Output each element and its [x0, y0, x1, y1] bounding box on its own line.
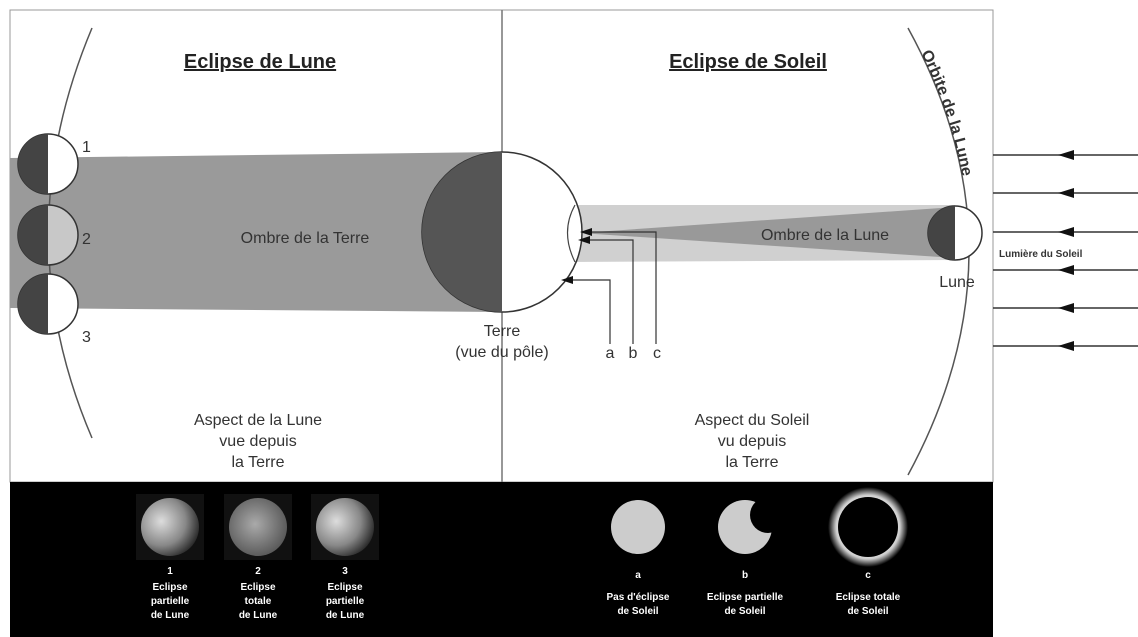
aspect-label: la Terre	[725, 454, 778, 471]
solar-phase-image	[611, 500, 665, 554]
phase-caption: a	[635, 570, 641, 581]
phase-caption: de Lune	[326, 610, 365, 621]
moon-position: 1	[82, 139, 91, 156]
aspect-label: vue depuis	[219, 433, 296, 450]
moon	[18, 205, 78, 265]
lunar-phase-image	[229, 498, 287, 556]
phase-caption: Eclipse	[152, 582, 187, 593]
shadow-label: Ombre de la Lune	[761, 227, 889, 244]
lunar-phase-image	[316, 498, 374, 556]
phase-caption: de Lune	[239, 610, 278, 621]
phase-caption: totale	[245, 596, 272, 607]
moon-label: Lune	[939, 274, 975, 291]
earth-label: (vue du pôle)	[455, 344, 548, 361]
eclipse-diagram: 1 2 3 Eclipse de Lune Eclipse de Soleil …	[0, 0, 1138, 637]
moon	[18, 274, 78, 334]
lunar-phase-image	[141, 498, 199, 556]
phase-caption: 3	[342, 566, 348, 577]
phase-caption: c	[865, 570, 871, 581]
phase-caption: b	[742, 570, 748, 581]
sunlight-label: Lumière du Soleil	[999, 249, 1083, 260]
phase-caption: Pas d'éclipse	[607, 592, 670, 603]
aspect-label: vu depuis	[718, 433, 787, 450]
phase-caption: Eclipse partielle	[707, 592, 784, 603]
phase-caption: de Soleil	[847, 606, 888, 617]
phase-caption: Eclipse totale	[836, 592, 901, 603]
point-label: c	[653, 345, 661, 362]
aspect-label: Aspect de la Lune	[194, 412, 322, 429]
phase-caption: Eclipse	[327, 582, 362, 593]
aspect-label: Aspect du Soleil	[695, 412, 810, 429]
panel-title: Eclipse de Lune	[184, 51, 336, 73]
phase-caption: partielle	[151, 596, 190, 607]
aspect-label: la Terre	[231, 454, 284, 471]
moon-position: 3	[82, 329, 91, 346]
phase-caption: 2	[255, 566, 261, 577]
point-label: b	[629, 345, 638, 362]
phase-caption: Eclipse	[240, 582, 275, 593]
phase-caption: 1	[167, 566, 173, 577]
panel-title: Eclipse de Soleil	[669, 51, 827, 73]
moon	[928, 206, 982, 260]
earth	[422, 152, 582, 312]
solar-phase-image	[828, 487, 908, 567]
moon	[18, 134, 78, 194]
phase-caption: de Soleil	[724, 606, 765, 617]
phase-caption: partielle	[326, 596, 365, 607]
moon-position: 2	[82, 231, 91, 248]
phase-caption: de Lune	[151, 610, 190, 621]
earth-label: Terre	[484, 323, 521, 340]
phase-caption: de Soleil	[617, 606, 658, 617]
point-label: a	[606, 345, 615, 362]
shadow-label: Ombre de la Terre	[241, 230, 370, 247]
